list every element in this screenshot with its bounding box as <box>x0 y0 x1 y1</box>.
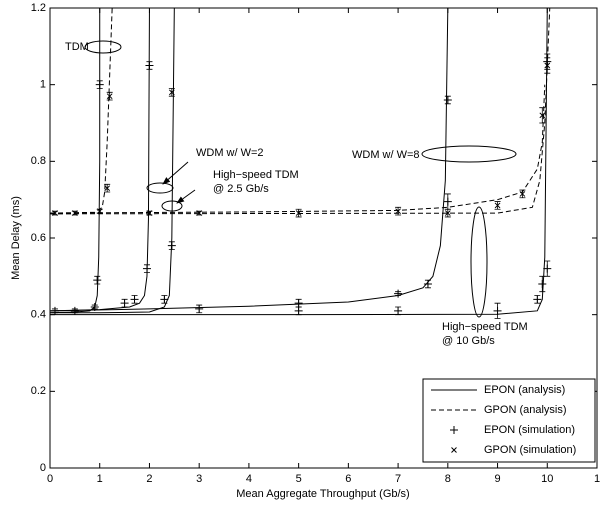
x-tick-label: 4 <box>246 473 252 485</box>
annotation-ellipse <box>84 40 122 54</box>
marker <box>196 210 203 216</box>
marker <box>195 304 204 313</box>
x-tick-label: 7 <box>395 473 401 485</box>
marker <box>493 306 502 315</box>
marker <box>443 197 452 206</box>
marker <box>90 303 99 311</box>
marker <box>130 295 139 304</box>
marker <box>145 61 154 70</box>
marker <box>443 96 452 104</box>
y-tick-label: 1.2 <box>31 2 46 14</box>
annotation-ellipse <box>161 200 183 212</box>
legend-swatch <box>451 447 457 453</box>
legend-label: GPON (simulation) <box>484 444 576 456</box>
y-tick-label: 0 <box>40 462 46 474</box>
marker <box>96 208 103 215</box>
annotation-arrow <box>176 189 196 204</box>
marker <box>160 295 169 304</box>
marker <box>294 306 303 315</box>
marker <box>72 210 78 216</box>
marker <box>423 280 432 288</box>
x-tick-label: 10 <box>541 473 553 485</box>
marker <box>104 185 111 192</box>
y-axis-label: Mean Delay (ms) <box>10 196 22 280</box>
x-tick-label: 6 <box>345 473 351 485</box>
marker <box>444 210 451 216</box>
annotation: @ 2.5 Gb/s <box>213 183 269 195</box>
legend-label: EPON (simulation) <box>484 424 575 436</box>
marker <box>95 80 104 89</box>
annotation-ellipse <box>421 145 517 163</box>
x-tick-label: 1 <box>97 473 103 485</box>
legend-label: EPON (analysis) <box>484 384 565 396</box>
annotation-ellipse <box>146 182 174 194</box>
annotation: TDM <box>65 41 89 53</box>
marker <box>142 264 151 273</box>
marker <box>295 210 302 216</box>
y-tick-label: 0.8 <box>31 155 46 167</box>
y-tick-label: 1 <box>40 79 46 91</box>
x-axis-label: Mean Aggregate Throughput (Gb/s) <box>236 488 409 500</box>
annotation: WDM w/ W=8 <box>352 149 420 161</box>
y-tick-label: 0.6 <box>31 232 46 244</box>
y-tick-label: 0.4 <box>31 309 46 321</box>
marker <box>146 210 153 216</box>
x-tick-label: 0 <box>47 473 53 485</box>
annotation: High−speed TDM <box>213 169 299 181</box>
annotation: WDM w/ W=2 <box>196 147 264 159</box>
marker <box>519 191 526 197</box>
annotation-arrow <box>162 161 189 185</box>
y-tick-label: 0.2 <box>31 385 46 397</box>
marker <box>394 289 403 298</box>
x-tick-label: 5 <box>296 473 302 485</box>
marker <box>167 241 176 250</box>
annotation-ellipse <box>470 206 488 318</box>
x-tick-label: 9 <box>494 473 500 485</box>
marker <box>533 295 542 304</box>
marker <box>52 210 58 216</box>
annotation: High−speed TDM <box>442 321 528 333</box>
curve <box>50 7 175 314</box>
marker <box>394 306 403 315</box>
x-tick-label: 3 <box>196 473 202 485</box>
marker <box>70 306 79 315</box>
marker <box>539 112 546 119</box>
legend-label: GPON (analysis) <box>484 404 567 416</box>
marker <box>538 280 547 288</box>
curve <box>49 7 150 312</box>
annotation: @ 10 Gb/s <box>442 335 495 347</box>
marker <box>494 202 501 209</box>
marker <box>106 93 113 100</box>
marker <box>395 208 401 215</box>
marker <box>543 264 552 273</box>
marker <box>544 62 551 69</box>
curve <box>49 8 101 314</box>
x-tick-label: 1 <box>594 473 600 485</box>
marker <box>120 299 129 308</box>
marker <box>93 276 102 285</box>
marker <box>294 299 303 308</box>
legend-swatch <box>450 426 458 434</box>
marker <box>168 89 175 96</box>
marker <box>50 306 59 315</box>
x-tick-label: 2 <box>146 473 152 485</box>
x-tick-label: 8 <box>445 473 451 485</box>
